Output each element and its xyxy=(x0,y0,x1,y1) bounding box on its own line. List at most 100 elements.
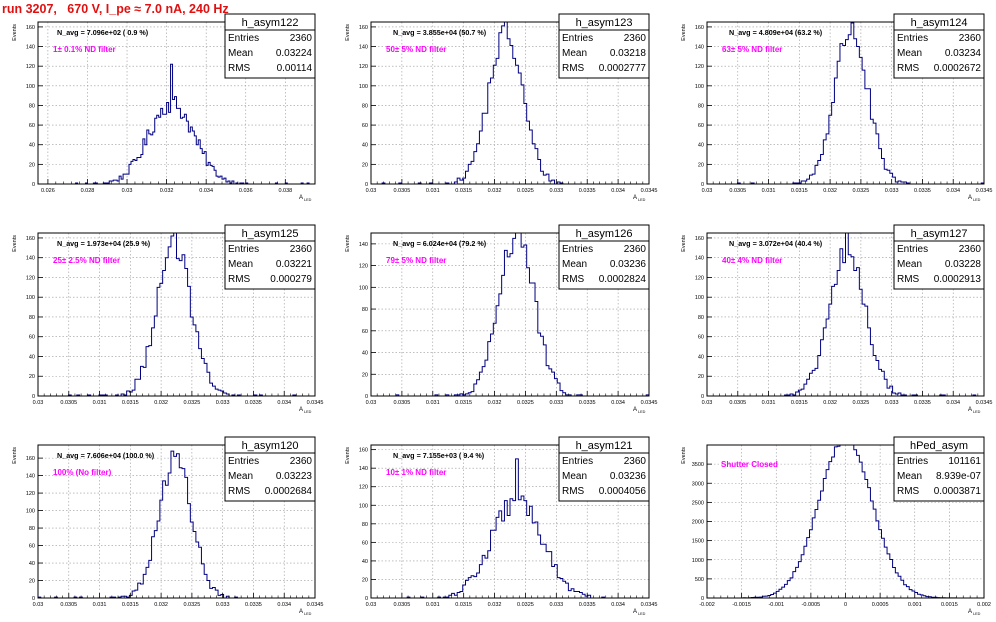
y-tick-label: 40 xyxy=(29,354,35,360)
y-tick-label: 140 xyxy=(26,474,35,480)
y-tick-label: 40 xyxy=(29,143,35,149)
y-tick-label: 60 xyxy=(362,123,368,129)
stats-value: 0.03224 xyxy=(276,48,313,59)
x-tick-label: 0.034 xyxy=(946,400,960,406)
stats-label: Mean xyxy=(562,48,587,59)
stats-value: 0.0002672 xyxy=(934,63,982,74)
x-tick-label: 0.034 xyxy=(277,400,291,406)
y-tick-label: 120 xyxy=(695,275,704,281)
y-axis-title: Events xyxy=(345,24,351,41)
x-tick-label: 0.03 xyxy=(702,188,713,194)
y-axis-title: Events xyxy=(681,24,687,41)
x-tick-label: 0.033 xyxy=(216,400,230,406)
y-tick-label: 140 xyxy=(695,45,704,51)
x-tick-label: 0.0315 xyxy=(455,602,472,608)
histogram-panel-h_asym127: 0.03 0.0305 0.031 0.0315 0.032 0.0325 0.033 0.0… xyxy=(681,224,993,414)
stats-box xyxy=(558,13,650,79)
y-tick-label: 20 xyxy=(29,162,35,168)
stats-box xyxy=(224,13,316,79)
y-tick-label: 40 xyxy=(698,354,704,360)
histogram-panel-hPed_asym: -0.002 -0.0015 -0.001 -0.0005 0 0.0005 0.001 0.… xyxy=(681,436,991,616)
x-tick-label: 0.034 xyxy=(277,602,291,608)
x-axis-title-sub: LED xyxy=(973,410,981,414)
x-tick-label: 0.032 xyxy=(488,602,502,608)
x-tick-label: 0.0305 xyxy=(393,188,410,194)
x-tick-label: 0.0345 xyxy=(307,400,324,406)
stats-label: Entries xyxy=(897,33,928,44)
stats-value: 0.03228 xyxy=(945,259,982,270)
x-tick-label: 0.031 xyxy=(426,188,440,194)
y-tick-label: 500 xyxy=(695,577,704,583)
x-axis-title: A xyxy=(968,195,972,201)
stats-label: Entries xyxy=(562,244,593,255)
filter-annotation: 100% (No filter) xyxy=(53,468,112,477)
stats-value: 2360 xyxy=(290,456,313,467)
y-tick-label: 2000 xyxy=(692,520,704,526)
y-tick-label: 60 xyxy=(362,540,368,546)
y-tick-label: 160 xyxy=(26,456,35,462)
x-axis-title-sub: LED xyxy=(638,612,646,616)
x-tick-label: 0.0325 xyxy=(183,400,200,406)
stats-value: 0.0002684 xyxy=(265,486,313,497)
stats-value: 0.03223 xyxy=(276,471,313,482)
x-tick-label: 0.033 xyxy=(885,188,899,194)
y-tick-label: 160 xyxy=(26,25,35,31)
histogram-name: h_asym125 xyxy=(242,228,299,240)
histogram-name: h_asym123 xyxy=(576,17,633,29)
stats-value: 0.03234 xyxy=(945,48,982,59)
x-tick-label: 0.032 xyxy=(154,602,168,608)
stats-box xyxy=(558,224,650,290)
x-tick-label: 0.001 xyxy=(908,602,922,608)
stats-value: 2360 xyxy=(624,33,647,44)
stats-label: RMS xyxy=(562,274,585,285)
stats-label: RMS xyxy=(562,63,585,74)
y-tick-label: 80 xyxy=(29,526,35,532)
x-tick-label: 0.0345 xyxy=(976,400,993,406)
stats-label: Entries xyxy=(228,33,259,44)
x-tick-label: -0.001 xyxy=(768,602,784,608)
y-tick-label: 20 xyxy=(698,162,704,168)
filter-annotation: 79± 5% ND filter xyxy=(386,256,446,265)
stats-box xyxy=(224,224,316,290)
y-tick-label: 0 xyxy=(32,394,35,400)
y-tick-label: 120 xyxy=(26,491,35,497)
stats-box xyxy=(893,224,985,290)
y-tick-label: 80 xyxy=(698,315,704,321)
y-tick-label: 3500 xyxy=(692,462,704,468)
y-tick-label: 2500 xyxy=(692,500,704,506)
y-axis-title: Events xyxy=(681,447,687,464)
stats-value: 0.0004056 xyxy=(599,486,647,497)
y-tick-label: 100 xyxy=(359,503,368,509)
x-tick-label: -0.002 xyxy=(699,602,715,608)
x-tick-label: 0.033 xyxy=(549,400,563,406)
x-tick-label: 0.033 xyxy=(549,602,563,608)
stats-label: Mean xyxy=(228,471,253,482)
stats-box xyxy=(893,13,985,79)
x-tick-label: 0.03 xyxy=(33,400,44,406)
y-tick-label: 1500 xyxy=(692,539,704,545)
histogram-name: h_asym122 xyxy=(242,17,299,29)
x-tick-label: 0.0315 xyxy=(455,188,472,194)
x-tick-label: 0.032 xyxy=(823,188,837,194)
x-tick-label: 0.0305 xyxy=(393,400,410,406)
navg-text: N_avg = 3.072e+04 (40.4 %) xyxy=(729,239,823,248)
stats-value: 0.0002824 xyxy=(599,274,647,285)
x-tick-label: 0.0335 xyxy=(245,602,262,608)
y-tick-label: 1000 xyxy=(692,558,704,564)
y-tick-label: 60 xyxy=(29,335,35,341)
x-axis-title: A xyxy=(299,609,303,615)
y-axis-title: Events xyxy=(12,24,18,41)
x-tick-label: 0.031 xyxy=(762,188,776,194)
y-tick-label: 140 xyxy=(26,256,35,262)
y-axis-title: Events xyxy=(12,447,18,464)
stats-label: Mean xyxy=(228,259,253,270)
x-axis-title-sub: LED xyxy=(973,612,981,616)
plot-frame xyxy=(37,21,316,185)
stats-label: Entries xyxy=(228,244,259,255)
stats-value: 2360 xyxy=(624,244,647,255)
y-axis-title: Events xyxy=(345,447,351,464)
x-axis-title-sub: LED xyxy=(638,198,646,202)
x-tick-label: 0.0345 xyxy=(641,400,658,406)
y-tick-label: 120 xyxy=(359,64,368,70)
